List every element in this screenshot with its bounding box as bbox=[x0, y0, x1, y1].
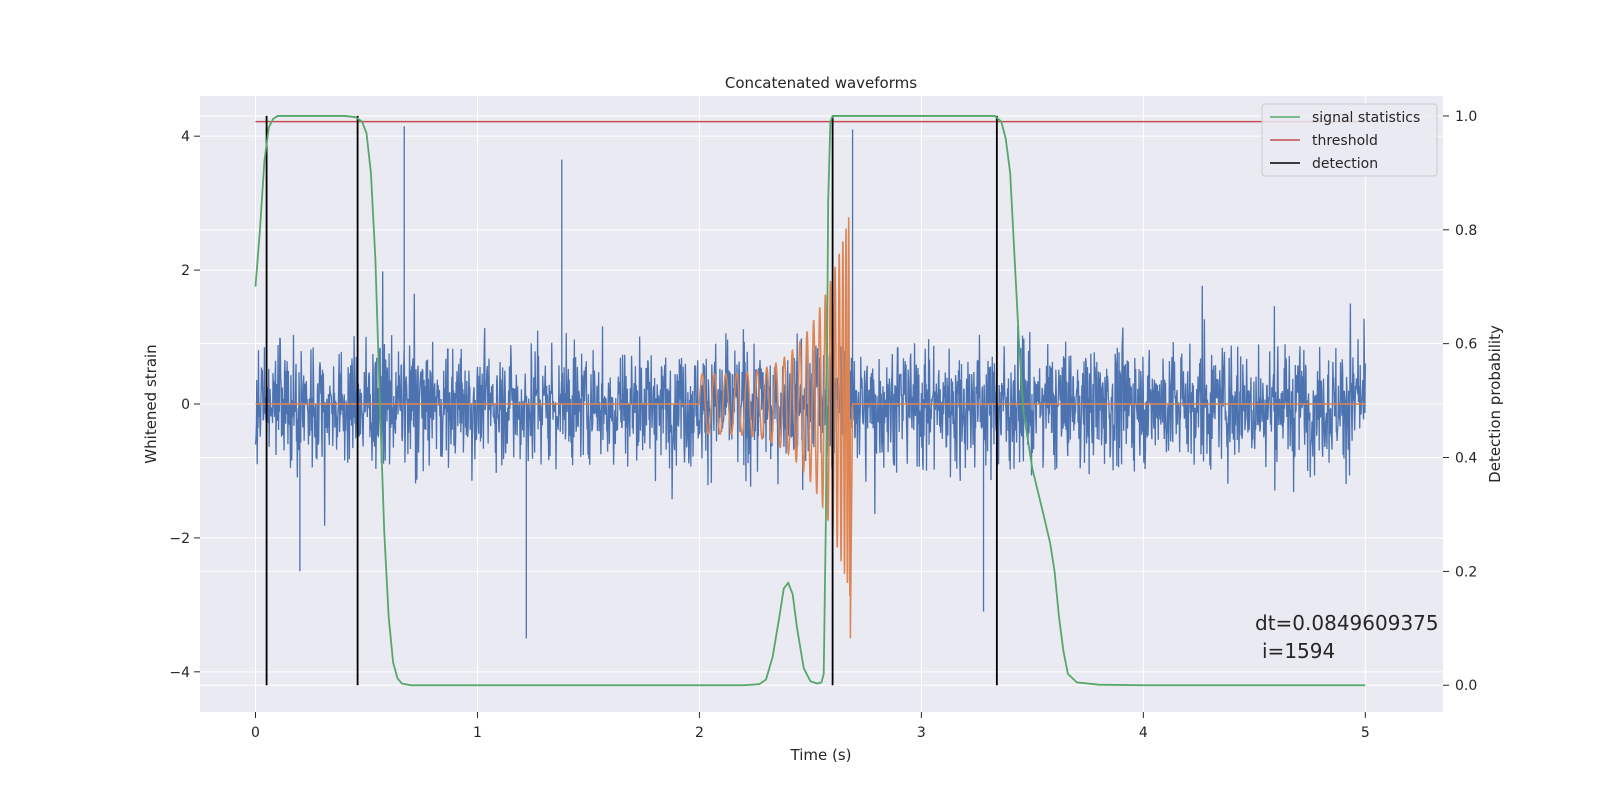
legend-label-detection: detection bbox=[1312, 156, 1378, 172]
x-tick-label: 3 bbox=[917, 725, 926, 741]
y-tick-label: 4 bbox=[181, 129, 190, 145]
x-tick-label: 1 bbox=[473, 725, 482, 741]
signal-statistics-layer bbox=[254, 115, 1366, 687]
signal-series-line bbox=[255, 217, 1366, 639]
y-tick-label: −4 bbox=[169, 665, 190, 681]
noise-series-line bbox=[254, 126, 1366, 639]
noise-layer bbox=[254, 126, 1366, 639]
y-right-tick-label: 0.8 bbox=[1455, 223, 1477, 239]
y-right-tick-label: 1.0 bbox=[1455, 109, 1477, 125]
legend-box bbox=[1261, 103, 1438, 177]
y-right-tick-label: 0.4 bbox=[1455, 451, 1477, 467]
legend-label-signal-statistics: signal statistics bbox=[1312, 110, 1420, 126]
x-tick-label: 0 bbox=[251, 725, 260, 741]
y-tick-label: 2 bbox=[181, 263, 190, 279]
y-right-tick-label: 0.2 bbox=[1455, 564, 1477, 580]
signal-statistics-line bbox=[254, 115, 1366, 687]
x-axis-label: Time (s) bbox=[790, 746, 852, 764]
y-tick-label: −2 bbox=[169, 531, 190, 547]
y-right-tick-label: 0.6 bbox=[1455, 337, 1477, 353]
legend: signal statistics threshold detection bbox=[1261, 103, 1438, 177]
x-tick-label: 5 bbox=[1361, 725, 1370, 741]
y-axis-label: Whitened strain bbox=[142, 344, 160, 463]
x-tick-label: 4 bbox=[1139, 725, 1148, 741]
y-axis-right-label: Detection probability bbox=[1486, 325, 1504, 483]
chart-title: Concatenated waveforms bbox=[725, 74, 917, 92]
legend-label-threshold: threshold bbox=[1312, 133, 1378, 149]
tick-layer: 0 1 2 3 4 5 −4 −2 0 2 4 0.0 0.2 0.4 0.6 0.8 1.0 bbox=[169, 109, 1477, 741]
y-right-tick-label: 0.0 bbox=[1455, 678, 1477, 694]
annotation-dt: dt=0.0849609375 bbox=[1255, 611, 1439, 635]
annotation-i: i=1594 bbox=[1262, 639, 1335, 663]
x-tick-label: 2 bbox=[695, 725, 704, 741]
y-tick-label: 0 bbox=[181, 397, 190, 413]
detection-layer bbox=[265, 115, 998, 686]
signal-layer bbox=[255, 217, 1366, 639]
